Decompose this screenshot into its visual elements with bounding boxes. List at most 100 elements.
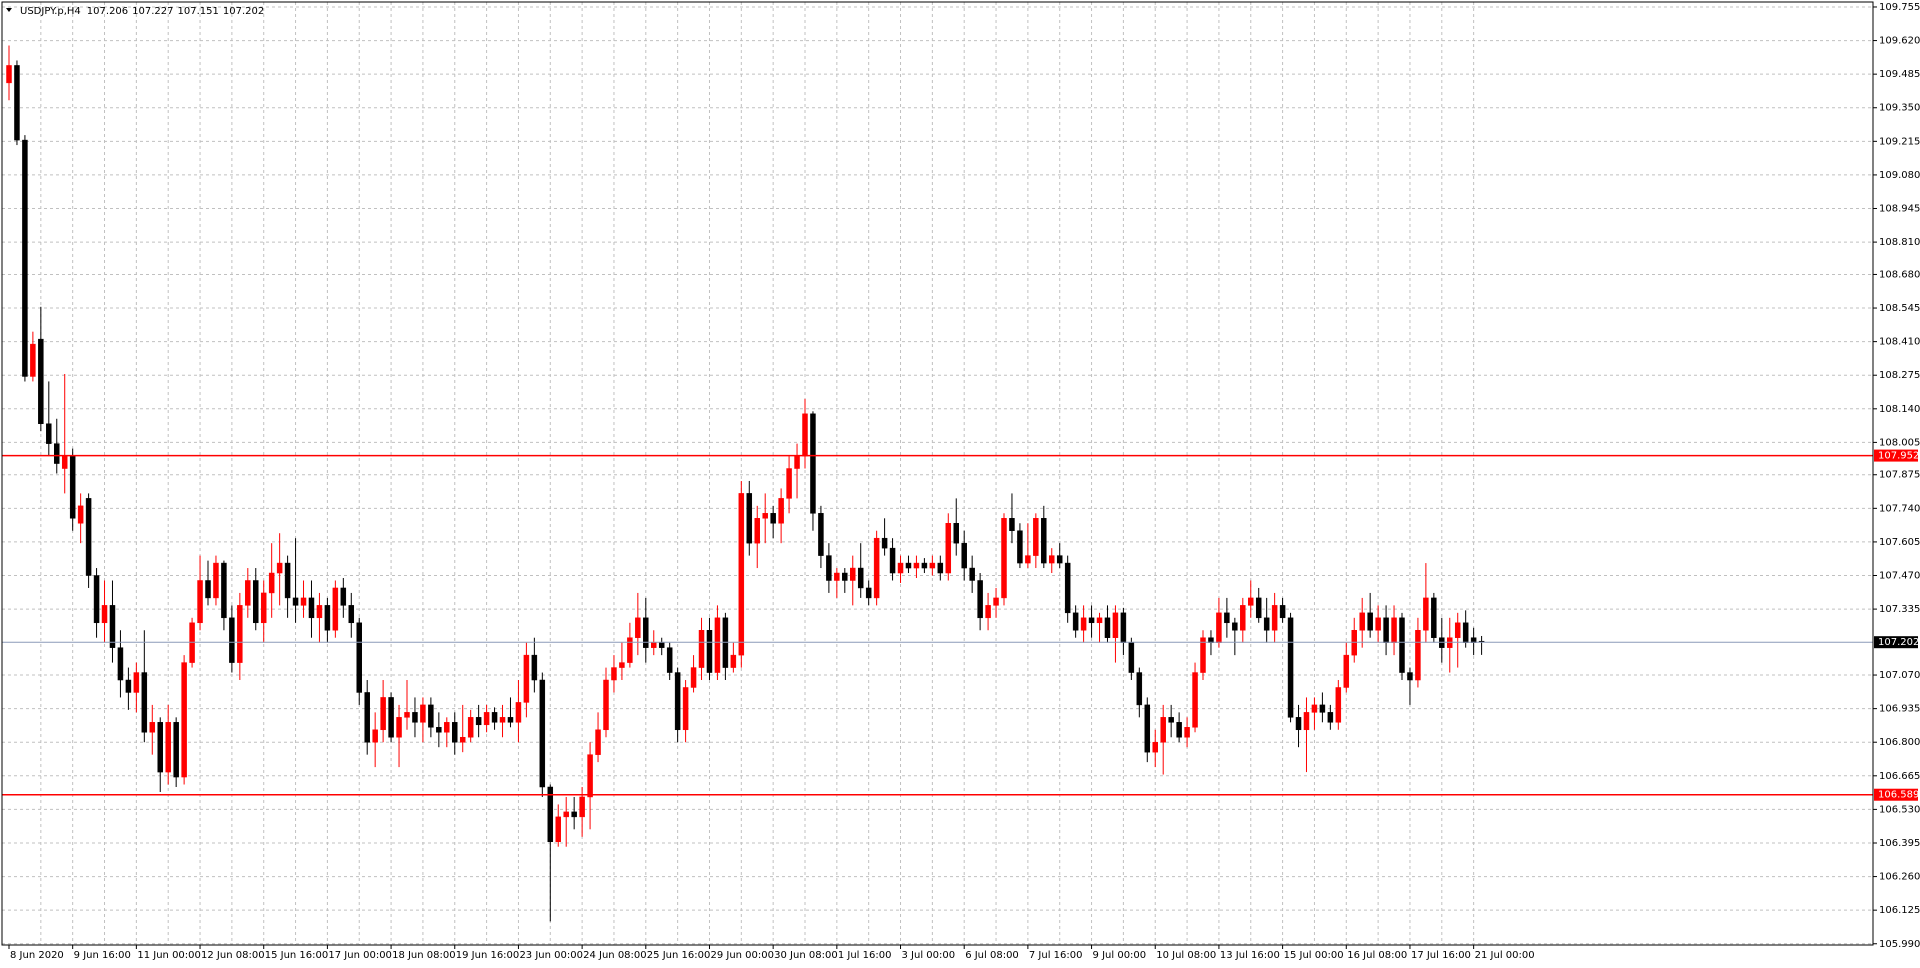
- y-tick-label: 106.260: [1879, 872, 1920, 883]
- candle-body: [619, 662, 625, 668]
- candle-body: [1176, 722, 1182, 738]
- candle-body: [611, 667, 617, 681]
- candle-body: [1216, 612, 1222, 643]
- x-tick-label: 7 Jul 16:00: [1029, 950, 1083, 961]
- candle-body: [921, 562, 928, 569]
- candle-body: [778, 498, 784, 524]
- candle-body: [245, 580, 251, 606]
- candle-body: [786, 468, 792, 499]
- candle-body: [1383, 617, 1389, 643]
- candle-body: [913, 562, 920, 569]
- candle-body: [205, 580, 211, 599]
- price-label-box: [1874, 788, 1918, 801]
- candle-body: [738, 493, 745, 656]
- candle-body: [1327, 712, 1334, 723]
- candle-body: [308, 597, 315, 619]
- candle-body: [730, 654, 737, 668]
- grid: [2, 2, 1873, 945]
- candle-body: [515, 702, 522, 723]
- candle-body: [380, 697, 386, 731]
- y-tick-label: 108.945: [1879, 204, 1920, 215]
- candle-body: [1303, 712, 1310, 731]
- candle-body: [1343, 654, 1350, 688]
- candle-body: [1025, 555, 1031, 564]
- candle-body: [1136, 672, 1143, 706]
- candle-body: [436, 727, 442, 733]
- candle-body: [38, 338, 44, 424]
- candle-body: [961, 542, 967, 569]
- candle-body: [237, 605, 243, 663]
- candle-body: [444, 722, 450, 733]
- candle-body: [1263, 617, 1270, 631]
- candle-body: [324, 605, 331, 631]
- y-tick-label: 107.335: [1879, 604, 1920, 615]
- high-value: 107.227: [132, 6, 173, 17]
- candle-body: [1279, 605, 1286, 619]
- candle-body: [197, 580, 203, 624]
- candle-body: [491, 712, 498, 723]
- y-tick-label: 108.680: [1879, 269, 1920, 280]
- candle-body: [364, 692, 370, 743]
- chart-header: USDJPY.p,H4 107.206 107.227 107.151 107.202: [20, 6, 264, 17]
- candle-body: [1128, 642, 1135, 673]
- candle-body: [229, 617, 235, 663]
- candle-body: [452, 722, 458, 743]
- x-tick-label: 17 Jul 16:00: [1411, 950, 1471, 961]
- candle-body: [905, 562, 912, 569]
- candle-body: [1168, 717, 1174, 723]
- x-tick-label: 6 Jul 08:00: [965, 950, 1019, 961]
- x-tick-label: 8 Jun 2020: [10, 950, 64, 961]
- y-tick-label: 109.215: [1879, 136, 1920, 147]
- candle-body: [428, 704, 434, 728]
- y-tick-label: 107.740: [1879, 503, 1920, 514]
- candle-body: [1096, 617, 1103, 624]
- candle-body: [555, 816, 561, 842]
- plot-frame: [1, 1, 1874, 946]
- candle-body: [157, 722, 163, 773]
- candle-body: [1399, 617, 1405, 673]
- candle-body: [1224, 612, 1230, 624]
- candle-body: [141, 672, 148, 733]
- axes: 109.755 109.620 109.485 109.350 109.215 109.0…: [8, 2, 1920, 961]
- candle-body: [1240, 605, 1246, 631]
- x-tick-label: 23 Jun 00:00: [519, 950, 583, 961]
- candle-body: [14, 65, 20, 141]
- candle-body: [1462, 622, 1469, 643]
- candle-body: [1311, 704, 1318, 713]
- candle-body: [117, 647, 124, 681]
- candle-body: [221, 562, 227, 619]
- x-tick-label: 21 Jul 00:00: [1475, 950, 1535, 961]
- x-tick-label: 12 Jun 08:00: [201, 950, 265, 961]
- candle-body: [276, 562, 283, 574]
- candle-body: [818, 513, 824, 556]
- candle-body: [292, 597, 299, 606]
- candle-body: [1009, 518, 1015, 531]
- candle-body: [412, 712, 418, 723]
- price-label: 107.952: [1878, 451, 1919, 462]
- y-tick-label: 108.810: [1879, 237, 1920, 248]
- candle-body: [643, 617, 649, 648]
- y-tick-label: 107.875: [1879, 470, 1920, 481]
- candle-body: [953, 523, 959, 544]
- y-tick-label: 109.755: [1879, 2, 1920, 13]
- x-tick-label: 9 Jun 16:00: [74, 950, 131, 961]
- candle-body: [810, 413, 816, 514]
- y-tick-label: 105.990: [1879, 939, 1920, 950]
- candle-body: [348, 605, 355, 624]
- menu-arrow[interactable]: [6, 8, 12, 12]
- candle-body: [69, 455, 76, 519]
- candle-body: [253, 580, 259, 624]
- y-tick-label: 108.140: [1879, 404, 1920, 415]
- y-tick-label: 106.800: [1879, 737, 1920, 748]
- candle-body: [1415, 630, 1421, 681]
- x-tick-label: 10 Jul 08:00: [1156, 950, 1216, 961]
- candle-body: [133, 672, 140, 693]
- candle-body: [340, 587, 347, 606]
- candle-body: [475, 717, 482, 726]
- y-tick-label: 109.350: [1879, 103, 1920, 114]
- candle-body: [897, 562, 904, 574]
- candle-body: [459, 736, 466, 743]
- candle-body: [850, 567, 856, 581]
- candle-body: [181, 662, 187, 778]
- candle-body: [1001, 518, 1007, 599]
